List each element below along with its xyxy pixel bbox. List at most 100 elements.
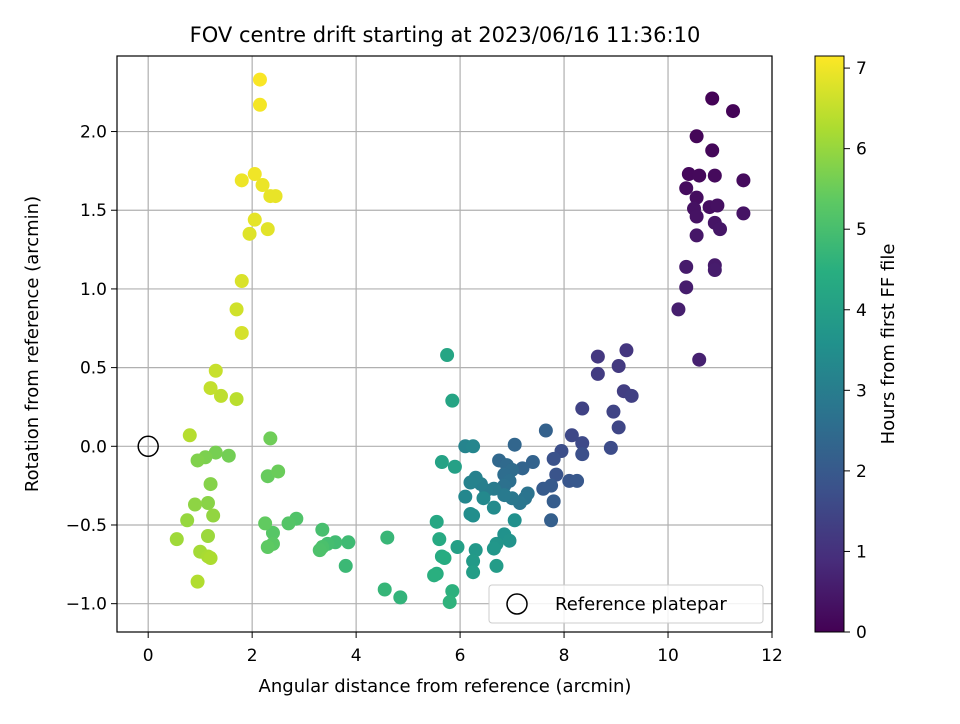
data-point xyxy=(263,431,278,446)
grid xyxy=(117,56,773,632)
colorbar-label: Hours from first FF file xyxy=(878,244,899,445)
data-point xyxy=(393,590,408,605)
data-point xyxy=(590,349,605,364)
data-point xyxy=(463,475,478,490)
data-point xyxy=(281,516,296,531)
plot-background xyxy=(117,56,772,632)
data-point xyxy=(260,469,275,484)
data-point xyxy=(713,222,728,237)
colorbar-tick-label: 6 xyxy=(856,140,867,160)
x-tick-label: 6 xyxy=(455,646,466,666)
data-point xyxy=(544,513,559,528)
y-tick-label: −1.0 xyxy=(66,595,107,615)
data-point xyxy=(692,168,707,183)
data-point xyxy=(707,263,722,278)
data-point xyxy=(190,453,205,468)
data-point xyxy=(507,437,522,452)
colorbar-tick-label: 5 xyxy=(856,220,867,240)
x-axis-label: Angular distance from reference (arcmin) xyxy=(259,676,632,697)
data-point xyxy=(203,551,218,566)
colorbar-tick-label: 4 xyxy=(856,301,867,321)
scatter-points xyxy=(169,72,751,610)
data-point xyxy=(575,401,590,416)
data-point xyxy=(341,535,356,550)
data-point xyxy=(229,302,244,317)
data-point xyxy=(260,222,275,237)
data-point xyxy=(338,558,353,573)
data-point xyxy=(689,228,704,243)
data-point xyxy=(689,209,704,224)
data-point xyxy=(221,448,236,463)
data-point xyxy=(538,423,553,438)
data-point xyxy=(169,532,184,547)
data-point xyxy=(458,489,473,504)
data-point xyxy=(252,72,267,87)
data-point xyxy=(466,565,481,580)
x-tick-label: 8 xyxy=(559,646,570,666)
data-point xyxy=(603,440,618,455)
data-point xyxy=(271,464,286,479)
colorbar-tick-label: 3 xyxy=(856,381,867,401)
y-tick-label: 0.5 xyxy=(80,359,107,379)
y-tick-label: −0.5 xyxy=(66,516,107,536)
data-point xyxy=(203,381,218,396)
data-point xyxy=(679,280,694,295)
data-point xyxy=(213,388,228,403)
data-point xyxy=(710,198,725,213)
data-point xyxy=(515,461,530,476)
data-point xyxy=(705,143,720,158)
data-point xyxy=(476,491,491,506)
data-point xyxy=(434,455,449,470)
data-point xyxy=(258,516,273,531)
colorbar-ticks: 0 1 2 3 4 5 6 7 xyxy=(844,59,867,643)
data-point xyxy=(497,488,512,503)
data-point xyxy=(432,532,447,547)
legend-reference-marker xyxy=(506,593,528,615)
data-point xyxy=(208,363,223,378)
data-point xyxy=(507,513,522,528)
data-point xyxy=(502,533,517,548)
reference-marker xyxy=(137,435,159,458)
x-axis: 0 2 4 6 8 10 12 xyxy=(143,632,783,666)
data-point xyxy=(380,530,395,545)
data-point xyxy=(590,366,605,381)
data-point xyxy=(315,522,330,537)
data-point xyxy=(705,91,720,106)
data-point xyxy=(200,495,215,510)
data-point xyxy=(681,167,696,182)
data-point xyxy=(564,428,579,443)
data-point xyxy=(466,439,481,454)
data-point xyxy=(689,190,704,205)
data-point xyxy=(536,481,551,496)
data-point xyxy=(468,543,483,558)
data-point xyxy=(190,574,205,589)
data-point xyxy=(234,274,249,289)
x-tick-label: 4 xyxy=(351,646,362,666)
y-axis-label: Rotation from reference (arcmin) xyxy=(22,196,43,492)
data-point xyxy=(575,447,590,462)
data-point xyxy=(736,173,751,188)
data-point xyxy=(255,178,270,193)
data-point xyxy=(619,343,634,358)
data-point xyxy=(486,500,501,515)
legend-label: Reference platepar xyxy=(555,594,727,615)
data-point xyxy=(671,302,686,317)
data-point xyxy=(546,494,561,509)
data-point xyxy=(466,508,481,523)
y-tick-label: 1.5 xyxy=(80,201,107,221)
data-point xyxy=(440,348,455,363)
x-tick-label: 12 xyxy=(761,646,783,666)
data-point xyxy=(570,473,585,488)
data-point xyxy=(429,514,444,529)
data-point xyxy=(445,584,460,599)
data-point xyxy=(549,467,564,482)
chart-title: FOV centre drift starting at 2023/06/16 … xyxy=(190,23,701,47)
colorbar-tick-label: 1 xyxy=(856,542,867,562)
data-point xyxy=(489,558,504,573)
data-point xyxy=(575,436,590,451)
plot-frame xyxy=(116,55,773,633)
data-point xyxy=(268,189,283,204)
data-point xyxy=(252,97,267,112)
data-point xyxy=(679,181,694,196)
